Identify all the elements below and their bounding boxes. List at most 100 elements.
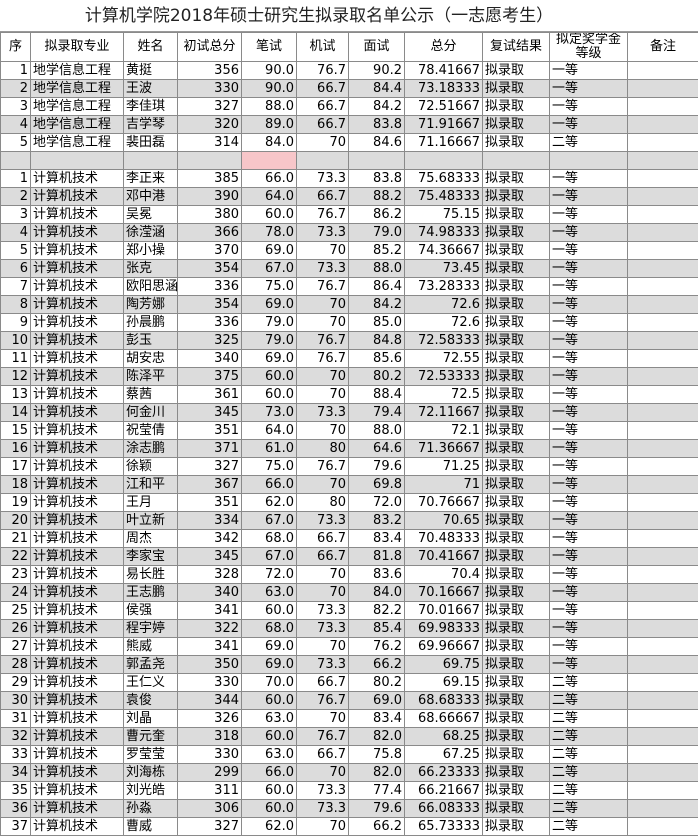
cell: 4: [0, 115, 31, 134]
cell: 70: [296, 475, 349, 494]
cell: 71.36667: [404, 439, 483, 458]
cell: 66.2: [348, 655, 405, 674]
empty-cell: [627, 241, 698, 260]
cell: 一等: [549, 61, 628, 80]
cell: 66.0: [241, 169, 297, 188]
cell: 计算机技术: [30, 511, 124, 530]
cell: 一等: [549, 439, 628, 458]
data-row: 2 地学信息工程 王波 330 90.0 66.7 84.4 73.18333 拟录取 一等: [0, 79, 698, 98]
cell: 85.2: [348, 241, 405, 260]
cell: 一等: [549, 259, 628, 278]
empty-cell: [627, 817, 698, 836]
cell: 336: [177, 277, 242, 296]
empty-cell: [627, 277, 698, 296]
cell: 76.7: [296, 349, 349, 368]
cell: 拟录取: [482, 475, 550, 494]
empty-cell: [627, 349, 698, 368]
data-row: 8 计算机技术 陶芳娜 354 69.0 70 84.2 72.6 拟录取 一等: [0, 295, 698, 314]
cell: 欧阳思涵: [123, 277, 178, 296]
cell: 88.2: [348, 187, 405, 206]
cell: 76.2: [348, 637, 405, 656]
cell: 70.48333: [404, 529, 483, 548]
cell: 70: [296, 133, 349, 152]
cell: 86.2: [348, 205, 405, 224]
cell: 拟录取: [482, 691, 550, 710]
cell: 88.0: [241, 97, 297, 116]
cell: 25: [0, 601, 31, 620]
cell: 72.51667: [404, 97, 483, 116]
cell: 344: [177, 691, 242, 710]
cell: 83.8: [348, 115, 405, 134]
cell: 郑小操: [123, 241, 178, 260]
cell: 62.0: [241, 817, 297, 836]
cell: 70.76667: [404, 493, 483, 512]
blank-cell: [241, 151, 297, 170]
cell: 67.0: [241, 511, 297, 530]
cell: 69.15: [404, 673, 483, 692]
cell: 计算机技术: [30, 241, 124, 260]
cell: 73.3: [296, 799, 349, 818]
cell: 14: [0, 403, 31, 422]
cell: 72.1: [404, 421, 483, 440]
cell: 71.25: [404, 457, 483, 476]
empty-cell: [627, 439, 698, 458]
data-row: 9 计算机技术 孙晨鹏 336 79.0 70 85.0 72.6 拟录取 一等: [0, 313, 698, 332]
cell: 易长胜: [123, 565, 178, 584]
cell: 73.3: [296, 601, 349, 620]
cell: 66.7: [296, 115, 349, 134]
empty-cell: [627, 313, 698, 332]
cell: 88.4: [348, 385, 405, 404]
cell: 62.0: [241, 493, 297, 512]
empty-cell: [627, 475, 698, 494]
cell: 26: [0, 619, 31, 638]
empty-cell: [627, 403, 698, 422]
header-row: 序拟录取专业 姓名 初试总分 笔试 机试 面试 总分 复试结果 拟定奖学金等级 备注: [0, 32, 698, 62]
cell: 70: [296, 565, 349, 584]
cell: 66.7: [296, 187, 349, 206]
empty-cell: [627, 745, 698, 764]
cell: 李正来: [123, 169, 178, 188]
cell: 345: [177, 403, 242, 422]
cell: 80: [296, 493, 349, 512]
data-row: 3 地学信息工程 李佳琪 327 88.0 66.7 84.2 72.51667 拟录取 一等: [0, 97, 698, 116]
admission-table: 序拟录取专业 姓名 初试总分 笔试 机试 面试 总分 复试结果 拟定奖学金等级 备注 1 地学信息工…: [0, 32, 698, 836]
cell: 熊威: [123, 637, 178, 656]
cell: 拟录取: [482, 169, 550, 188]
empty-cell: [627, 763, 698, 782]
cell: 拟录取: [482, 439, 550, 458]
empty-cell: [627, 421, 698, 440]
empty-cell: [627, 619, 698, 638]
cell: 299: [177, 763, 242, 782]
cell: 黄挺: [123, 61, 178, 80]
cell: 370: [177, 241, 242, 260]
cell: 72.0: [241, 565, 297, 584]
column-header: 总分: [404, 32, 483, 62]
cell: 72.53333: [404, 367, 483, 386]
cell: 一等: [549, 367, 628, 386]
cell: 340: [177, 583, 242, 602]
cell: 一等: [549, 403, 628, 422]
cell: 袁俊: [123, 691, 178, 710]
cell: 一等: [549, 277, 628, 296]
cell: 79.0: [241, 313, 297, 332]
cell: 70.16667: [404, 583, 483, 602]
cell: 73.28333: [404, 277, 483, 296]
data-row: 29 计算机技术 王仁义 330 70.0 66.7 80.2 69.15 拟录取 二等: [0, 673, 698, 692]
data-row: 13 计算机技术 蔡茜 361 60.0 70 88.4 72.5 拟录取 一等: [0, 385, 698, 404]
cell: 70: [296, 241, 349, 260]
cell: 32: [0, 727, 31, 746]
cell: 73.3: [296, 619, 349, 638]
cell: 21: [0, 529, 31, 548]
cell: 邓中港: [123, 187, 178, 206]
cell: 计算机技术: [30, 169, 124, 188]
cell: 71.91667: [404, 115, 483, 134]
cell: 345: [177, 547, 242, 566]
cell: 69.0: [241, 241, 297, 260]
cell: 刘海栋: [123, 763, 178, 782]
cell: 一等: [549, 241, 628, 260]
cell: 计算机技术: [30, 727, 124, 746]
cell: 73.3: [296, 223, 349, 242]
empty-cell: [627, 79, 698, 98]
cell: 336: [177, 313, 242, 332]
cell: 地学信息工程: [30, 61, 124, 80]
